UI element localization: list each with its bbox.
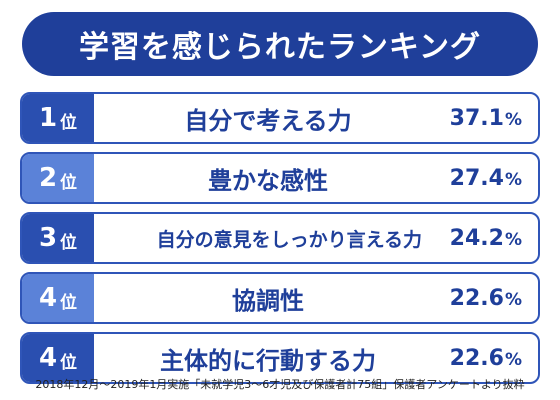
percentage-value: 22.6 (449, 285, 504, 311)
ranking-label: 自分の意見をしっかり言える力 (156, 228, 422, 251)
rank-number: 4 (38, 283, 58, 313)
ranking-percentage: 37.1% (450, 94, 522, 142)
rank-number: 1 (38, 103, 58, 133)
percentage-value: 22.6 (449, 345, 504, 371)
percentage-unit: % (504, 349, 522, 370)
percentage-value: 24.2 (449, 225, 504, 251)
percentage-unit: % (504, 169, 522, 190)
ranking-label: 協調性 (232, 286, 304, 315)
rank-number: 4 (38, 343, 58, 373)
rank-number: 3 (38, 223, 58, 253)
rank-suffix: 位 (60, 113, 78, 133)
rank-suffix: 位 (60, 293, 78, 313)
rank-suffix: 位 (60, 173, 78, 193)
survey-footnote: 2018年12月～2019年1月実施「未就学児3～6才児及び保護者計75組」保護… (35, 378, 525, 391)
ranking-percentage: 24.2% (450, 214, 522, 262)
percentage-unit: % (504, 229, 522, 250)
page-title: 学習を感じられたランキング (22, 12, 538, 76)
ranking-percentage: 22.6% (450, 274, 522, 322)
percentage-value: 37.1 (449, 105, 504, 131)
rank-suffix: 位 (60, 353, 78, 373)
percentage-unit: % (504, 289, 522, 310)
rank-number: 2 (38, 163, 58, 193)
ranking-percentage: 22.6% (450, 334, 522, 382)
percentage-value: 27.4 (449, 165, 504, 191)
rank-suffix: 位 (60, 233, 78, 253)
percentage-unit: % (504, 109, 522, 130)
ranking-label: 自分で考える力 (184, 106, 352, 135)
ranking-label: 豊かな感性 (208, 166, 328, 195)
ranking-percentage: 27.4% (450, 154, 522, 202)
ranking-label: 主体的に行動する力 (160, 346, 376, 375)
